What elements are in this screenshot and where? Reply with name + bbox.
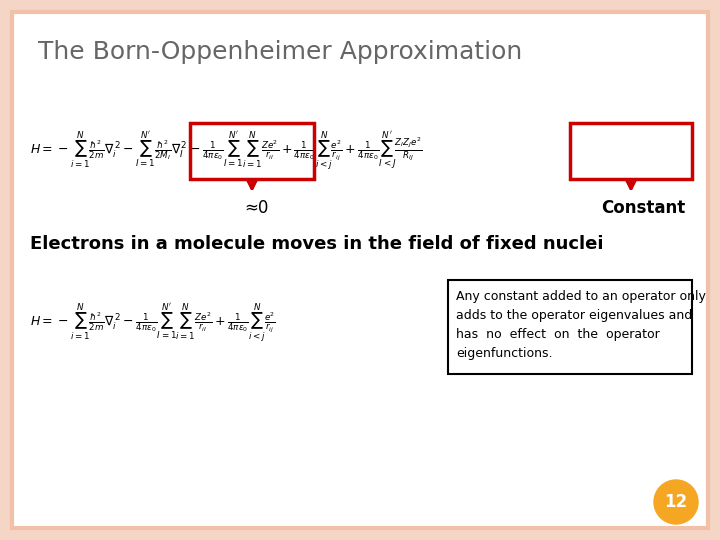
Text: has  no  effect  on  the  operator: has no effect on the operator bbox=[456, 328, 660, 341]
Text: adds to the operator eigenvalues and: adds to the operator eigenvalues and bbox=[456, 309, 692, 322]
FancyBboxPatch shape bbox=[12, 12, 708, 528]
Text: Constant: Constant bbox=[601, 199, 685, 217]
Text: $H = -\sum_{i=1}^{N} \frac{\hbar^{2}}{2m} \nabla_{i}^{\,2} - \frac{1}{4\pi\varep: $H = -\sum_{i=1}^{N} \frac{\hbar^{2}}{2m… bbox=[30, 301, 276, 343]
Text: Electrons in a molecule moves in the field of fixed nuclei: Electrons in a molecule moves in the fie… bbox=[30, 235, 603, 253]
Text: $H = -\sum_{i=1}^{N} \frac{\hbar^{2}}{2m} \nabla_{i}^{\,2} - \sum_{I=1}^{N'} \fr: $H = -\sum_{i=1}^{N} \frac{\hbar^{2}}{2m… bbox=[30, 129, 423, 171]
Text: eigenfunctions.: eigenfunctions. bbox=[456, 347, 552, 360]
FancyBboxPatch shape bbox=[448, 280, 692, 374]
Circle shape bbox=[654, 480, 698, 524]
Text: ≈0: ≈0 bbox=[244, 199, 269, 217]
Text: Any constant added to an operator only: Any constant added to an operator only bbox=[456, 290, 706, 303]
Text: The Born-Oppenheimer Approximation: The Born-Oppenheimer Approximation bbox=[38, 40, 522, 64]
Text: 12: 12 bbox=[665, 493, 688, 511]
